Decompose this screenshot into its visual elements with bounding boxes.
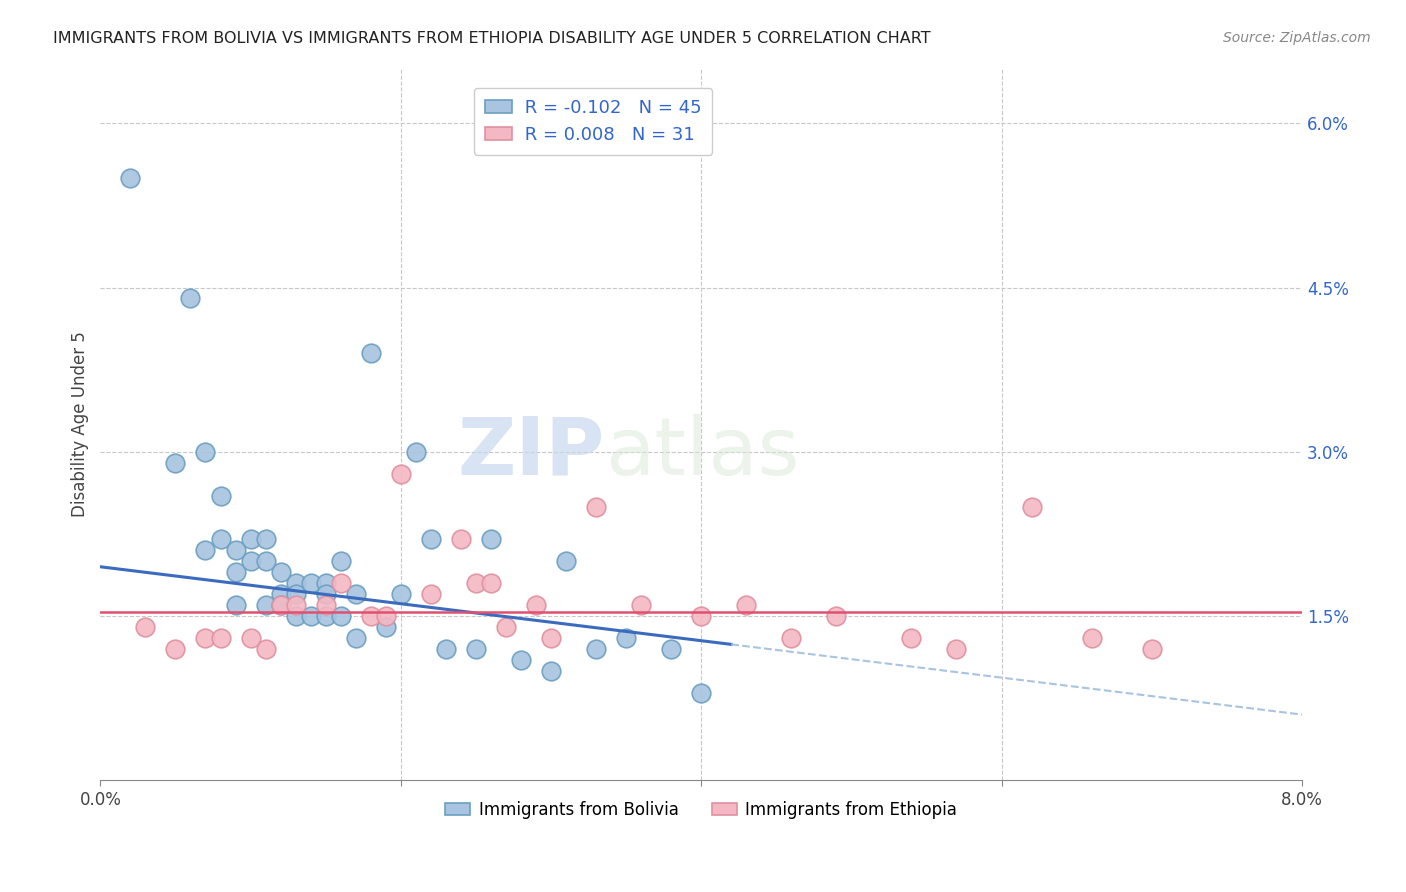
Point: [194, 543, 217, 558]
Point: [540, 664, 562, 678]
Point: [735, 598, 758, 612]
Point: [120, 171, 142, 186]
Point: [585, 641, 607, 656]
Point: [179, 292, 201, 306]
Point: [315, 598, 337, 612]
Text: atlas: atlas: [605, 414, 800, 491]
Text: Source: ZipAtlas.com: Source: ZipAtlas.com: [1223, 31, 1371, 45]
Point: [900, 631, 922, 645]
Point: [299, 609, 322, 624]
Point: [270, 566, 292, 580]
Point: [360, 609, 382, 624]
Point: [479, 576, 502, 591]
Point: [315, 609, 337, 624]
Point: [134, 620, 156, 634]
Point: [284, 598, 307, 612]
Point: [360, 346, 382, 360]
Point: [434, 641, 457, 656]
Point: [389, 467, 412, 481]
Y-axis label: Disability Age Under 5: Disability Age Under 5: [72, 332, 89, 517]
Point: [780, 631, 803, 645]
Point: [270, 598, 292, 612]
Point: [374, 620, 396, 634]
Point: [690, 686, 713, 700]
Point: [540, 631, 562, 645]
Point: [1021, 500, 1043, 514]
Point: [254, 598, 277, 612]
Point: [464, 641, 486, 656]
Point: [194, 444, 217, 458]
Point: [165, 456, 187, 470]
Point: [284, 576, 307, 591]
Point: [329, 554, 352, 568]
Point: [209, 489, 232, 503]
Point: [464, 576, 486, 591]
Point: [225, 566, 247, 580]
Point: [659, 641, 682, 656]
Point: [315, 587, 337, 601]
Point: [329, 609, 352, 624]
Point: [344, 631, 367, 645]
Point: [825, 609, 848, 624]
Point: [194, 631, 217, 645]
Point: [209, 631, 232, 645]
Point: [630, 598, 652, 612]
Point: [405, 444, 427, 458]
Point: [165, 641, 187, 656]
Point: [389, 587, 412, 601]
Point: [374, 609, 396, 624]
Point: [284, 609, 307, 624]
Point: [945, 641, 967, 656]
Text: ZIP: ZIP: [458, 414, 605, 491]
Point: [419, 587, 441, 601]
Point: [239, 554, 262, 568]
Point: [329, 576, 352, 591]
Point: [1080, 631, 1102, 645]
Point: [479, 533, 502, 547]
Point: [299, 576, 322, 591]
Point: [614, 631, 637, 645]
Point: [495, 620, 517, 634]
Point: [209, 533, 232, 547]
Point: [315, 576, 337, 591]
Point: [239, 631, 262, 645]
Point: [254, 533, 277, 547]
Point: [524, 598, 547, 612]
Point: [270, 598, 292, 612]
Legend: Immigrants from Bolivia, Immigrants from Ethiopia: Immigrants from Bolivia, Immigrants from…: [439, 794, 963, 825]
Point: [239, 533, 262, 547]
Point: [284, 587, 307, 601]
Point: [1140, 641, 1163, 656]
Point: [344, 587, 367, 601]
Point: [270, 587, 292, 601]
Text: IMMIGRANTS FROM BOLIVIA VS IMMIGRANTS FROM ETHIOPIA DISABILITY AGE UNDER 5 CORRE: IMMIGRANTS FROM BOLIVIA VS IMMIGRANTS FR…: [53, 31, 931, 46]
Point: [254, 554, 277, 568]
Point: [555, 554, 578, 568]
Point: [450, 533, 472, 547]
Point: [585, 500, 607, 514]
Point: [225, 598, 247, 612]
Point: [690, 609, 713, 624]
Point: [225, 543, 247, 558]
Point: [419, 533, 441, 547]
Point: [509, 653, 531, 667]
Point: [254, 641, 277, 656]
